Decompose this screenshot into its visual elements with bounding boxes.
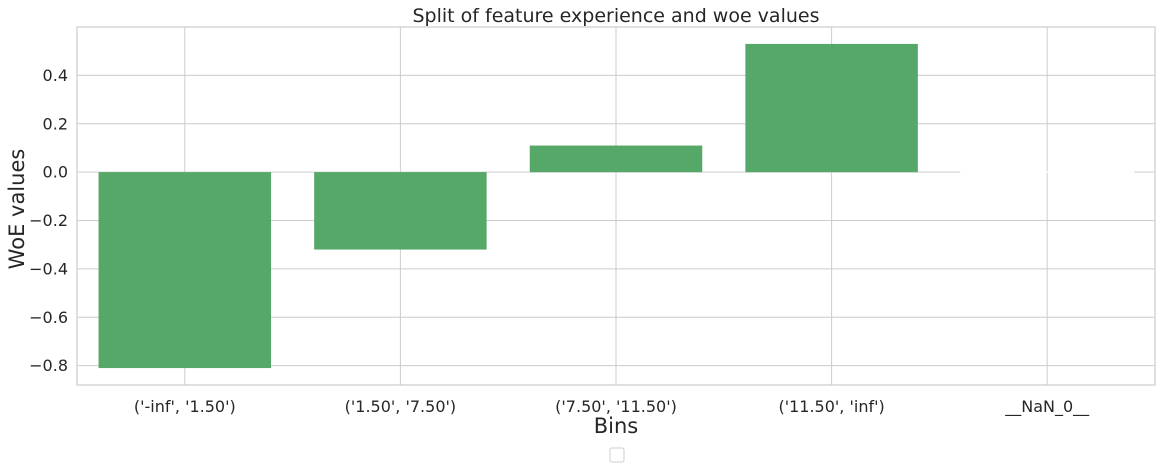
bar: [98, 172, 272, 369]
y-tick-label: −0.4: [29, 259, 68, 278]
legend-box: [609, 447, 625, 463]
x-tick-label: __NaN_0__: [1004, 397, 1090, 417]
axes-frame: [76, 26, 1156, 386]
y-tick-label: −0.6: [29, 308, 68, 327]
y-tick-label: 0.0: [43, 163, 68, 182]
x-tick-labels: ('-inf', '1.50') ('1.50', '7.50') ('7.50',…: [134, 397, 1090, 417]
x-axis-label: Bins: [594, 414, 639, 438]
bar: [314, 172, 487, 250]
chart-title: Split of feature experience and woe valu…: [413, 5, 820, 27]
y-tick-labels: −0.8 −0.6 −0.4 −0.2 0.0 0.2 0.4: [29, 66, 68, 375]
x-tick-label: ('7.50', '11.50'): [555, 397, 677, 416]
y-tick-label: 0.4: [43, 66, 68, 85]
bar: [745, 43, 918, 173]
x-tick-label: ('-inf', '1.50'): [134, 397, 236, 416]
bars: [98, 43, 1135, 369]
y-tick-label: 0.2: [43, 114, 68, 133]
x-tick-label: ('1.50', '7.50'): [345, 397, 457, 416]
y-tick-label: −0.2: [29, 211, 68, 230]
x-tick-label: ('11.50', 'inf'): [778, 397, 884, 416]
bar: [529, 145, 703, 173]
y-tick-label: −0.8: [29, 356, 68, 375]
y-axis-label: WoE values: [5, 149, 29, 270]
